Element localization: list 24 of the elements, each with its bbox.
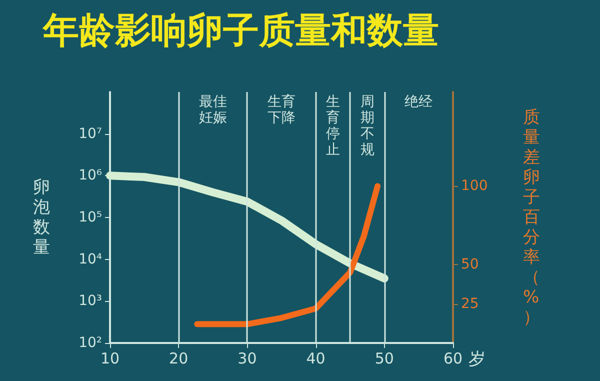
x-tick-label: 10 [100,350,120,368]
x-tick-label: 60 [443,350,463,368]
chart-title: 年龄影响卵子质量和数量 [42,10,439,52]
text: 质量差卵子百分率（%） [523,108,540,328]
y-tick-label: 10⁵ [78,210,102,226]
x-tick-label: 40 [306,350,326,368]
ref-line-label: 周期不规 [360,94,374,158]
y-tick-label: 10² [78,335,102,351]
y-tick-label: 10³ [78,293,102,310]
ref-line-label: 绝经 [404,94,433,110]
y2-tick-label: 100 [461,178,488,194]
y-axis-title: 卵泡数量 [33,178,50,258]
ref-line-label: 生育停止 [326,94,340,158]
ref-line-label: 生育下降 [268,93,296,126]
x-tick-label: 20 [169,350,188,368]
x-tick-label: 50 [374,350,394,368]
ref-line-label: 最佳妊娠 [198,94,227,126]
y2-tick-label: 25 [461,296,479,312]
y-tick-label: 10⁴ [78,251,102,268]
x-axis-title: 岁 [468,350,486,370]
y2-tick-label: 50 [461,256,479,273]
y-tick-label: 10⁶ [78,168,102,184]
x-tick-label: 30 [238,350,257,368]
y-tick-label: 10⁷ [78,126,102,142]
